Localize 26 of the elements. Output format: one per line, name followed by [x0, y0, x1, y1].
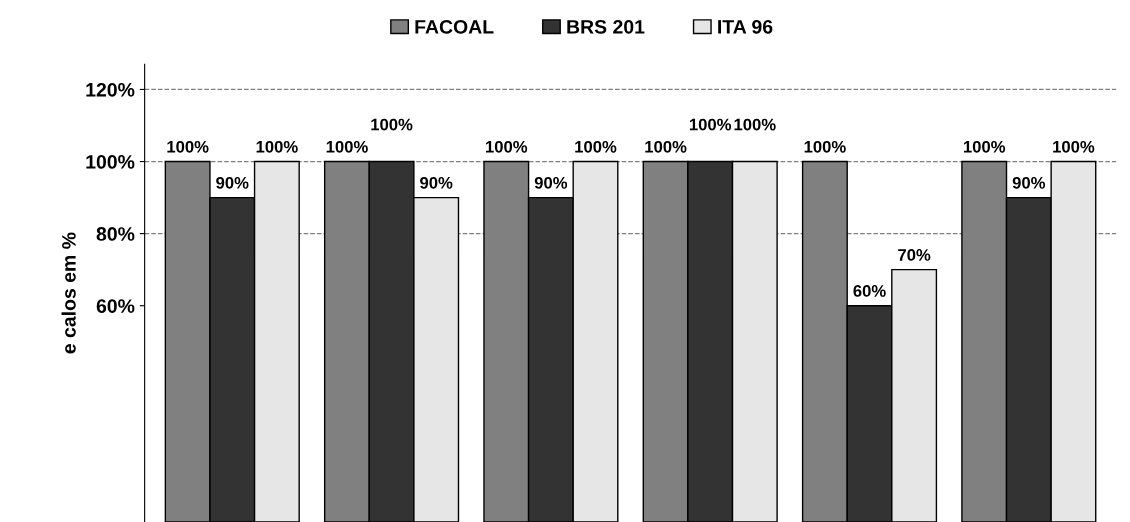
legend-label: BRS 201 — [567, 19, 645, 34]
data-label: 100% — [734, 118, 776, 131]
data-label: 100% — [486, 140, 528, 153]
data-label: 100% — [575, 140, 617, 153]
legend-label: ITA 96 — [718, 19, 773, 34]
data-label: 100% — [1053, 140, 1095, 153]
data-label: 70% — [898, 249, 931, 261]
data-label: 100% — [689, 118, 732, 131]
y-axis-title: e calos em % — [61, 232, 76, 354]
data-label: 60% — [853, 285, 886, 297]
y-tick-label: 80% — [96, 227, 135, 241]
data-label: 90% — [534, 176, 568, 189]
data-label: 100% — [256, 140, 298, 153]
y-tick-label: 60% — [96, 299, 135, 313]
data-label: 100% — [167, 140, 209, 153]
data-label: 90% — [420, 176, 453, 189]
y-tick-label: 100% — [86, 155, 135, 169]
data-label: 100% — [804, 140, 846, 153]
legend-label: FACOAL — [415, 19, 494, 34]
data-label: 100% — [371, 118, 413, 131]
data-label: 90% — [216, 176, 249, 189]
data-label: 100% — [645, 140, 687, 153]
data-label: 100% — [326, 140, 368, 153]
data-label: 90% — [1012, 176, 1046, 189]
data-label: 100% — [963, 140, 1006, 153]
y-tick-label: 120% — [86, 82, 135, 97]
